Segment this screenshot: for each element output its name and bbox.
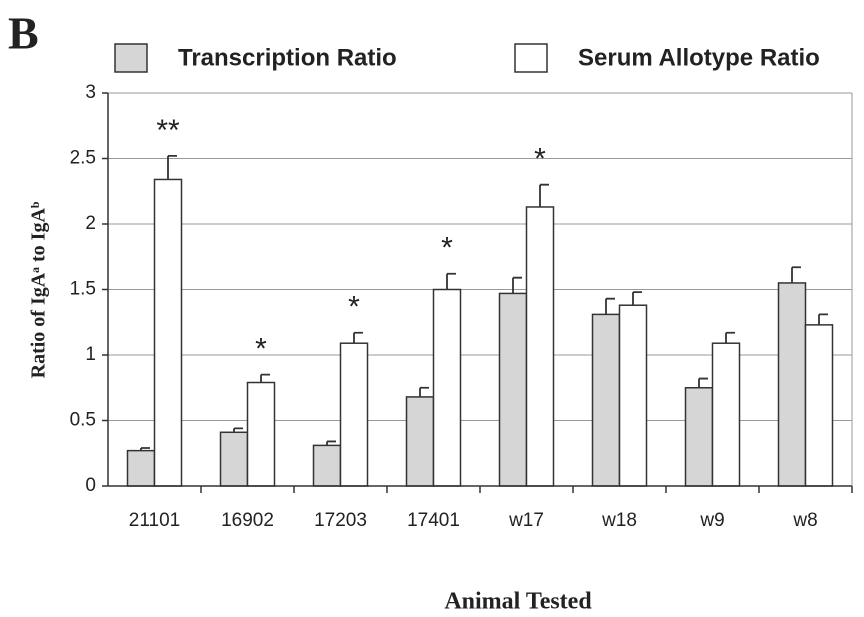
error-bar: [140, 447, 150, 451]
bar: [246, 381, 276, 487]
bar: [777, 282, 807, 487]
legend-label: Transcription Ratio: [178, 44, 397, 71]
error-bar: [326, 440, 336, 446]
panel-label: B: [8, 8, 39, 59]
bar: [684, 387, 714, 487]
x-tick-label: 16902: [221, 510, 274, 531]
bar: [498, 292, 528, 487]
y-tick-label: 1.5: [70, 279, 96, 300]
bar: [126, 449, 156, 487]
x-tick-label: 21101: [129, 510, 180, 531]
significance-marker: **: [156, 114, 180, 147]
error-bar: [419, 386, 429, 397]
error-bar: [725, 331, 735, 344]
x-tick-label: w9: [699, 510, 724, 531]
error-bar: [791, 266, 801, 283]
error-bar: [167, 154, 177, 180]
x-tick-label: w17: [508, 510, 544, 531]
bar: [525, 206, 555, 487]
y-tick-label: 2: [85, 213, 96, 234]
x-axis-label: Animal Tested: [444, 589, 592, 615]
error-bar: [632, 291, 642, 306]
x-tick-label: 17401: [407, 510, 460, 531]
significance-marker: *: [348, 291, 360, 324]
y-tick-label: 3: [85, 82, 96, 103]
y-tick-label: 1: [85, 344, 96, 365]
bar: [804, 324, 834, 487]
legend-swatch: [514, 43, 548, 73]
bar: [153, 178, 183, 487]
bar: [432, 288, 462, 487]
y-tick-label: 0: [85, 475, 96, 496]
y-tick-label: 2.5: [70, 148, 96, 169]
legend-swatch: [114, 43, 148, 73]
x-tick-label: w8: [792, 510, 817, 531]
error-bar: [260, 373, 270, 383]
error-bar: [446, 272, 456, 290]
error-bar: [698, 377, 708, 388]
error-bar: [605, 297, 615, 315]
y-axis-label: Ratio of IgAᵃ to IgAᵇ: [28, 201, 50, 378]
bar: [405, 396, 435, 487]
x-tick-label: 17203: [314, 510, 367, 531]
significance-marker: *: [534, 143, 546, 176]
y-tick-label: 0.5: [70, 410, 96, 431]
bar: [618, 304, 648, 487]
bar: [711, 342, 741, 487]
significance-marker: *: [255, 333, 267, 366]
error-bar: [233, 427, 243, 433]
error-bar: [818, 313, 828, 325]
legend-label: Serum Allotype Ratio: [578, 44, 820, 71]
error-bar: [539, 183, 549, 207]
error-bar: [353, 331, 363, 344]
bar: [591, 313, 621, 487]
bar: [219, 431, 249, 487]
x-tick-label: w18: [601, 510, 637, 531]
bar: [312, 444, 342, 487]
bar: [339, 342, 369, 487]
error-bar: [512, 276, 522, 294]
significance-marker: *: [441, 232, 453, 265]
